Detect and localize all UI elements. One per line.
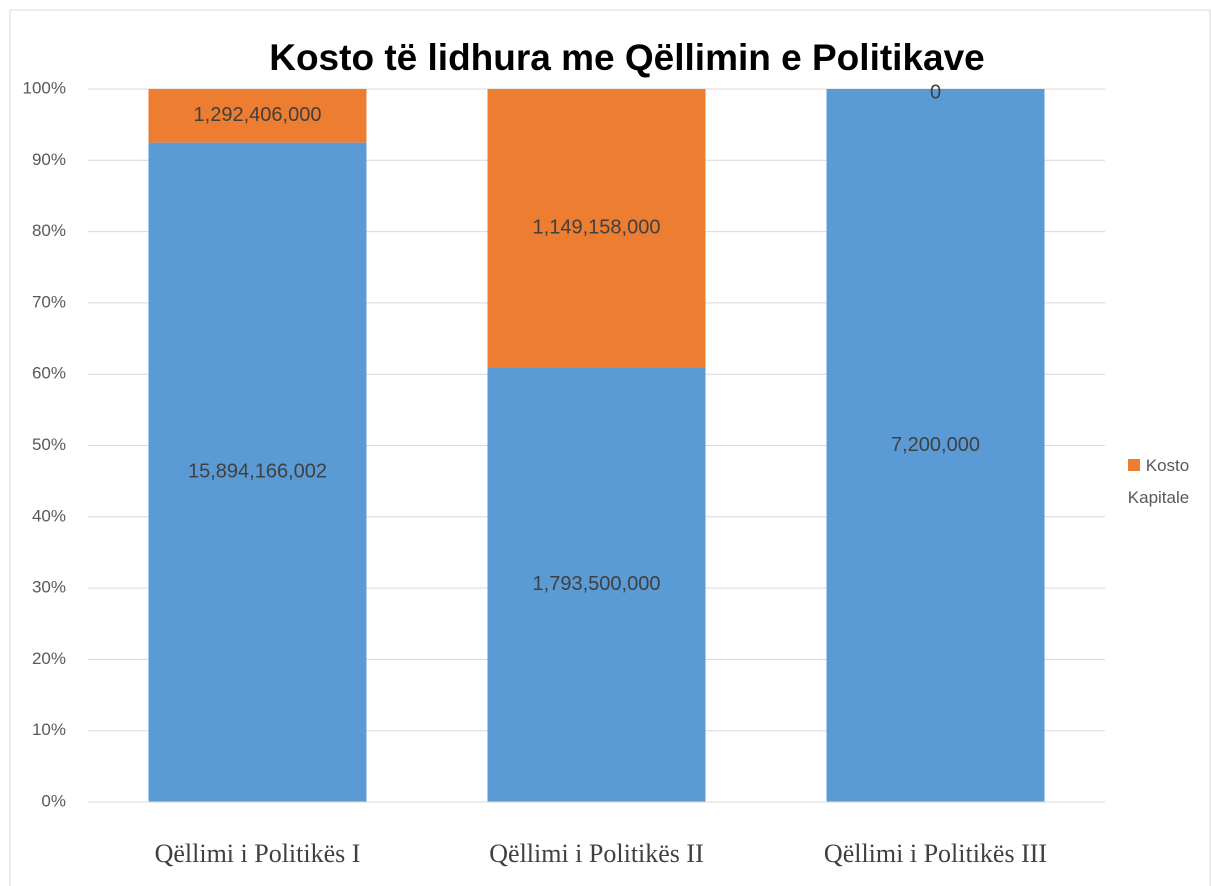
bar-segment	[487, 367, 706, 802]
x-tick-label: Qëllimi i Politikës III	[824, 839, 1047, 868]
data-label: 1,793,500,000	[533, 573, 661, 595]
bar-segment	[826, 89, 1045, 802]
chart-title: Kosto të lidhura me Qëllimin e Politikav…	[269, 37, 985, 78]
y-tick-label: 60%	[32, 364, 66, 383]
y-tick-label: 90%	[32, 150, 66, 169]
y-tick-label: 0%	[41, 791, 66, 810]
data-label: 1,292,406,000	[194, 104, 322, 126]
data-label: 1,149,158,000	[533, 217, 661, 239]
data-label: 7,200,000	[891, 434, 980, 456]
data-label: 15,894,166,002	[188, 461, 327, 483]
x-tick-label: Qëllimi i Politikës II	[489, 839, 704, 868]
bar-segment	[148, 89, 367, 143]
y-tick-label: 30%	[32, 578, 66, 597]
y-tick-label: 100%	[23, 78, 66, 97]
y-tick-label: 40%	[32, 506, 66, 525]
bar-segment	[148, 142, 367, 803]
legend-label: Kosto Kapitale	[1127, 456, 1190, 507]
legend-item: Kosto Kapitale	[1106, 450, 1211, 514]
bar-segment	[487, 89, 706, 368]
x-tick-label: Qëllimi i Politikës I	[155, 839, 361, 868]
y-tick-label: 10%	[32, 720, 66, 739]
y-tick-label: 50%	[32, 435, 66, 454]
legend: Kosto Kapitale	[1106, 450, 1211, 514]
legend-swatch	[1127, 459, 1140, 471]
chart-frame	[9, 9, 1211, 886]
y-tick-label: 20%	[32, 649, 66, 668]
y-tick-label: 70%	[32, 292, 66, 311]
y-tick-label: 80%	[32, 221, 66, 240]
data-label: 0	[930, 81, 941, 103]
